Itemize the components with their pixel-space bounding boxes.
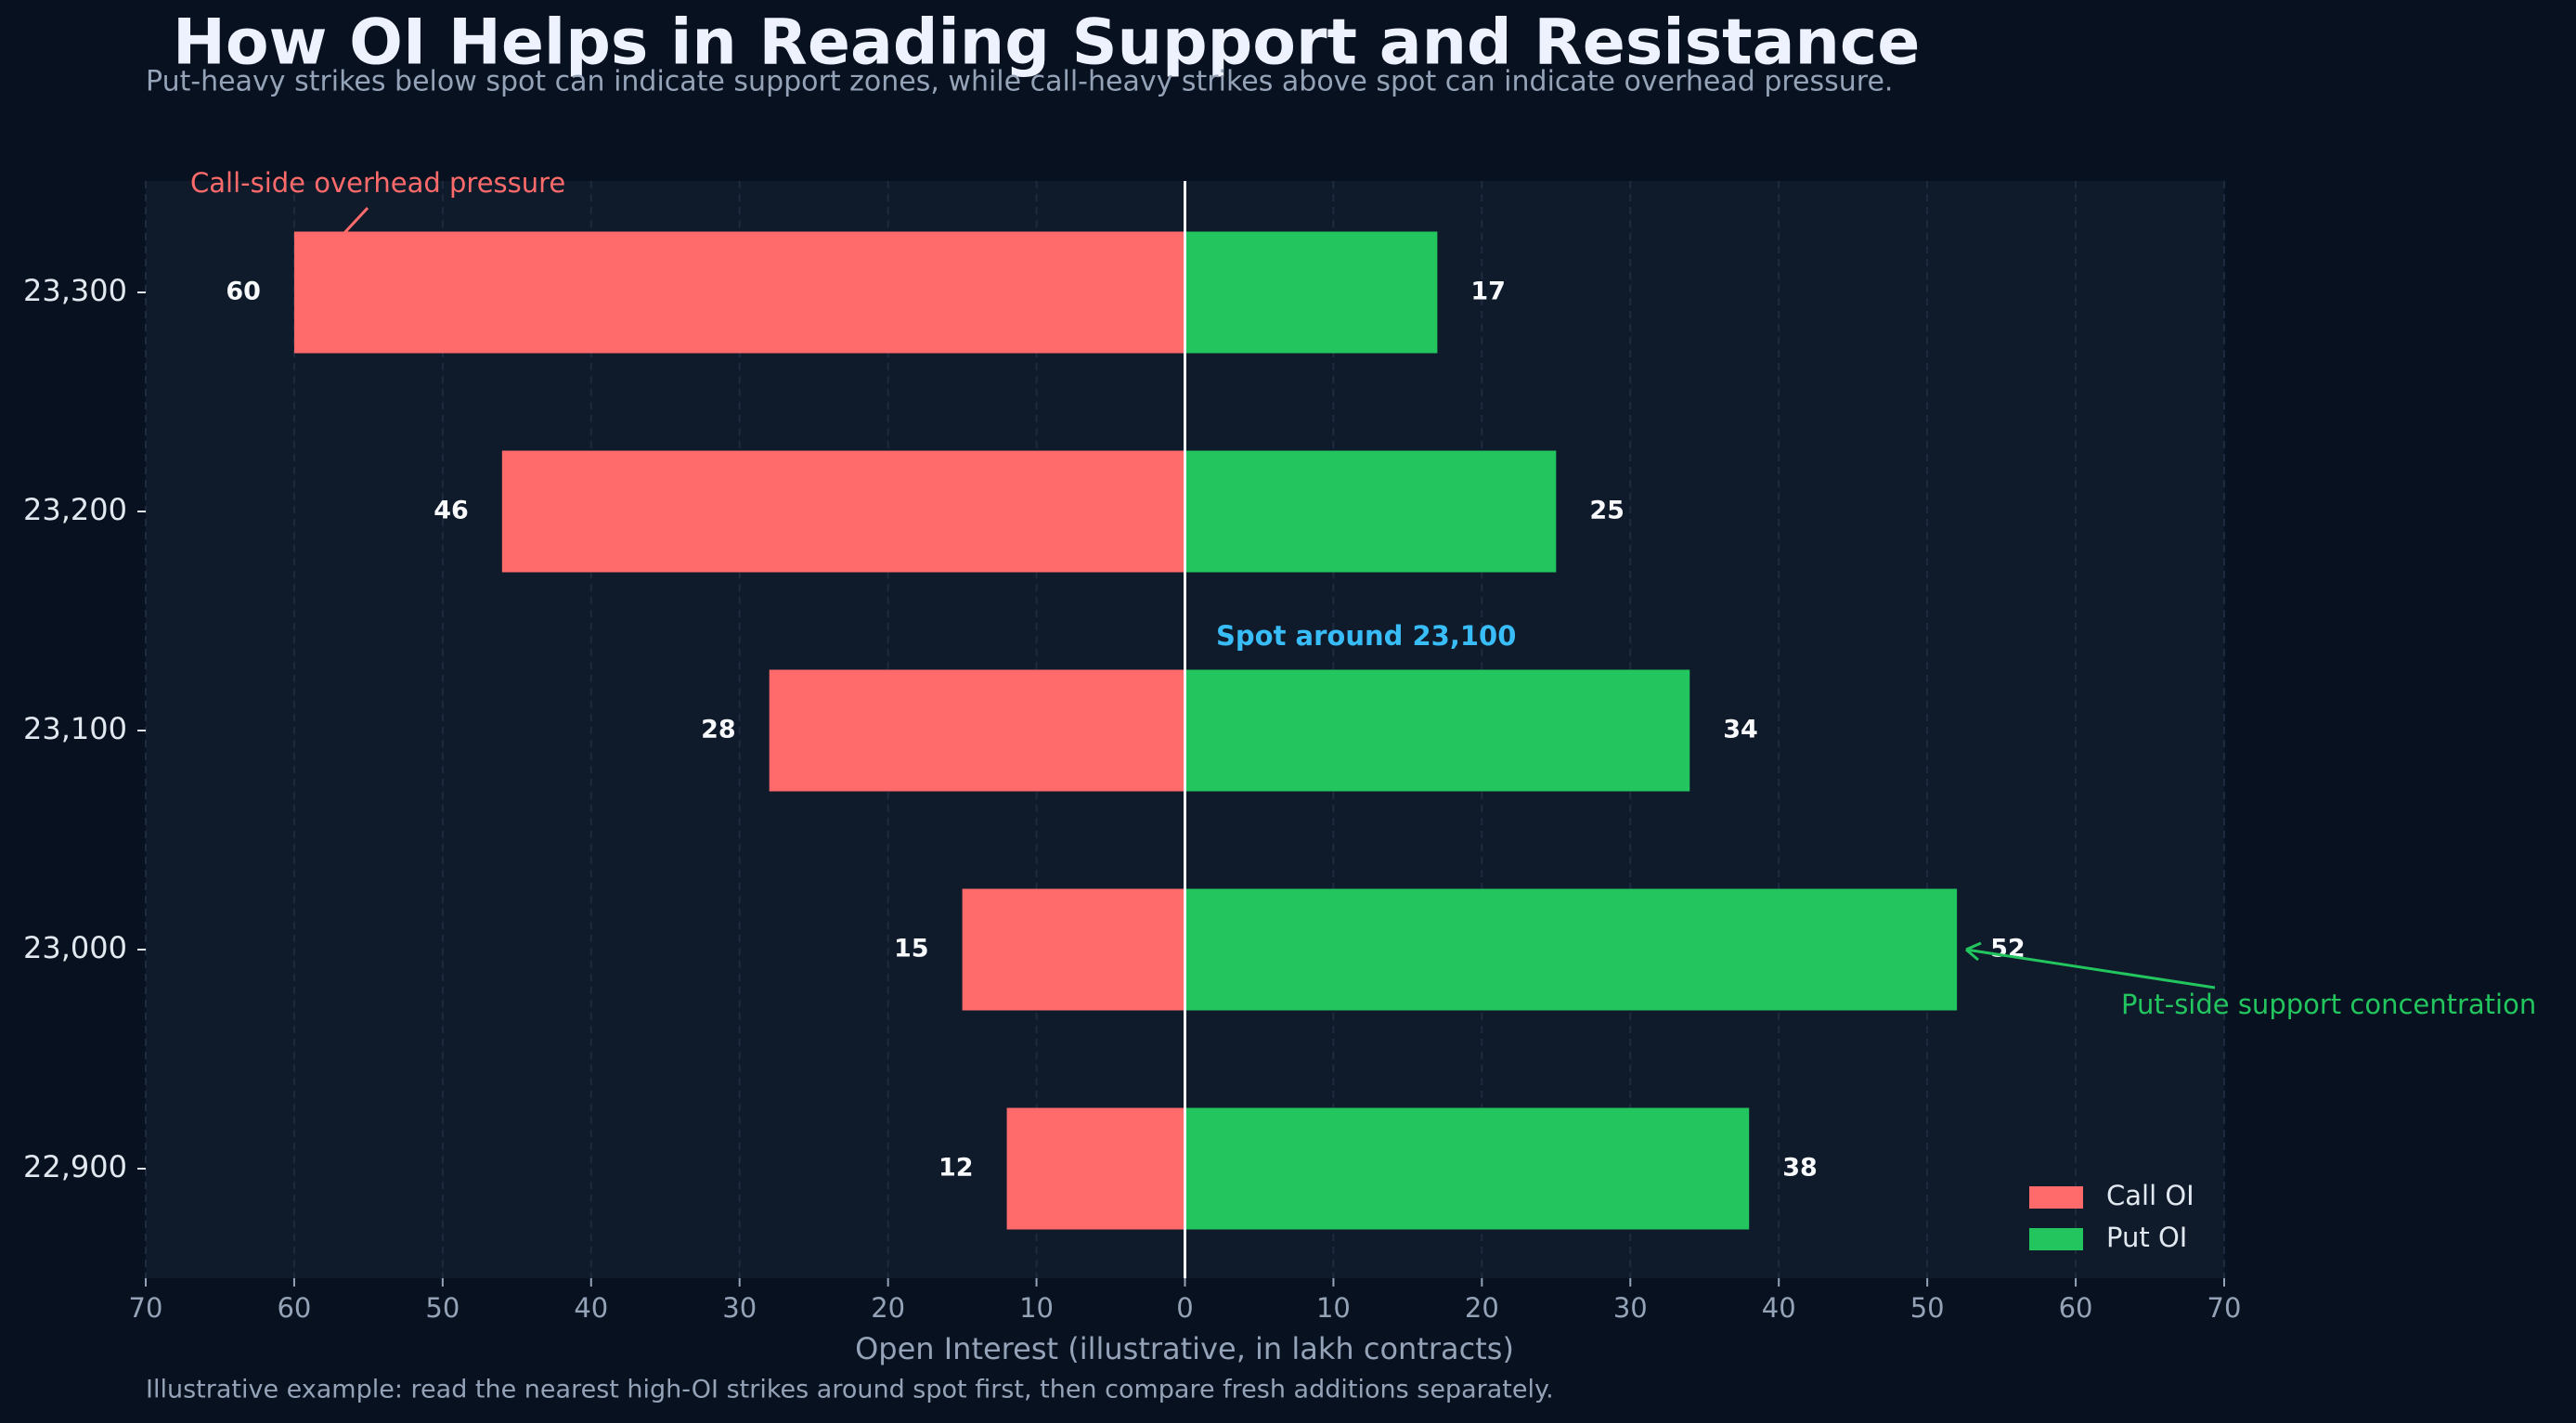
data-label: 17: [1470, 278, 1506, 306]
data-label: 28: [701, 716, 736, 744]
x-tick-label: 0: [1176, 1292, 1193, 1324]
legend-swatch: [2029, 1186, 2083, 1209]
annotation-arrow: [342, 206, 369, 236]
y-tick-label: 23,100: [23, 711, 127, 746]
bar: [962, 888, 1185, 1011]
annotation: Spot around 23,100: [1216, 620, 1516, 652]
legend-swatch: [2029, 1228, 2083, 1250]
annotation: Call-side overhead pressure: [190, 167, 565, 199]
y-tick-label: 22,900: [23, 1149, 127, 1184]
x-tick-label: 60: [2059, 1292, 2093, 1324]
legend-label: Call OI: [2106, 1180, 2194, 1211]
y-tick-label: 23,300: [23, 273, 127, 308]
annotation-arrowhead: [1965, 941, 1982, 962]
bar: [1184, 1107, 1750, 1230]
x-tick-label: 20: [1465, 1292, 1499, 1324]
x-tick-label: 40: [574, 1292, 608, 1324]
bar: [769, 669, 1185, 792]
bar: [501, 450, 1185, 573]
data-label: 46: [434, 497, 469, 525]
data-label: 34: [1723, 716, 1758, 744]
x-tick-label: 50: [1910, 1292, 1945, 1324]
x-tick-label: 70: [129, 1292, 163, 1324]
chart-title: How OI Helps in Reading Support and Resi…: [173, 6, 1920, 80]
bar: [1184, 231, 1438, 354]
legend-label: Put OI: [2106, 1222, 2187, 1253]
bar: [1184, 669, 1690, 792]
x-tick-label: 50: [425, 1292, 460, 1324]
chart-subtitle: Put-heavy strikes below spot can indicat…: [146, 66, 1893, 98]
x-tick-label: 10: [1019, 1292, 1054, 1324]
annotation-arrow: [1965, 948, 2216, 990]
bar: [1184, 450, 1557, 573]
data-label: 60: [226, 278, 261, 306]
x-tick-label: 30: [1613, 1292, 1648, 1324]
bar: [1006, 1107, 1185, 1230]
x-axis-label: Open Interest (illustrative, in lakh con…: [855, 1331, 1514, 1366]
x-tick-label: 70: [2207, 1292, 2242, 1324]
y-tick-label: 23,200: [23, 492, 127, 527]
data-label: 15: [894, 935, 929, 964]
data-label: 25: [1589, 497, 1625, 525]
x-tick-label: 10: [1316, 1292, 1351, 1324]
x-tick-label: 30: [722, 1292, 757, 1324]
x-tick-label: 40: [1762, 1292, 1796, 1324]
y-tick-label: 23,000: [23, 930, 127, 965]
bar: [293, 231, 1185, 354]
bar: [1184, 888, 1958, 1011]
x-tick-label: 60: [277, 1292, 311, 1324]
footnote: Illustrative example: read the nearest h…: [146, 1376, 1554, 1404]
annotation: Put-side support concentration: [2121, 989, 2536, 1020]
data-label: 38: [1782, 1154, 1818, 1183]
data-label: 12: [938, 1154, 974, 1183]
x-tick-label: 20: [871, 1292, 905, 1324]
